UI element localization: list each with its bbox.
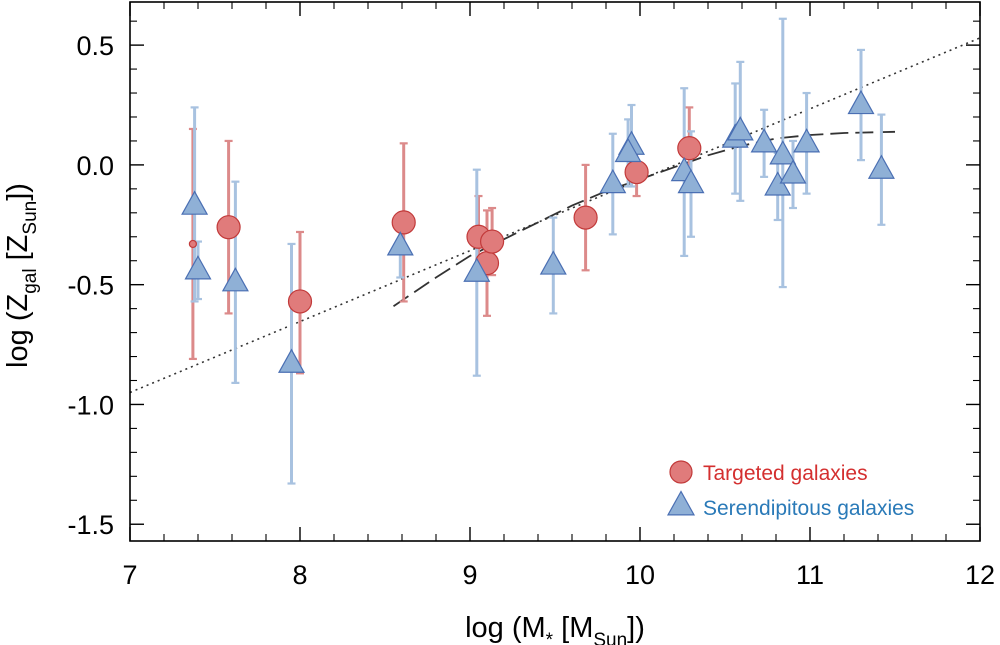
serendipitous-galaxy-point — [726, 116, 754, 141]
legend-serendipitous-label: Serendipitous galaxies — [703, 497, 914, 520]
legend-serendipitous-marker — [666, 490, 696, 516]
targeted-galaxy-point — [677, 136, 702, 161]
tick-labels-layer: 7 8 9 10 11 12 0.5 0.0 -0.5 -1.0 -1.5 — [67, 31, 995, 590]
y-tick-label: -1.0 — [67, 390, 114, 420]
serendipitous-galaxy-point — [386, 231, 414, 256]
serendipitous-galaxy-point — [539, 250, 567, 275]
targeted-galaxy-point — [480, 229, 505, 254]
y-axis-label-sub1: gal — [20, 268, 41, 293]
serendipitous-galaxy-point — [277, 348, 306, 373]
serendipitous-galaxy-point — [779, 159, 807, 184]
targeted-galaxy-point — [287, 289, 313, 314]
serendipitous-galaxy-point — [184, 255, 212, 280]
x-tick-label: 9 — [462, 560, 477, 590]
x-axis-label-sub1: * — [546, 630, 554, 645]
serendipitous-galaxy-point — [614, 137, 642, 163]
serendipitous-galaxy-point — [769, 140, 797, 165]
y-tick-label: -0.5 — [67, 271, 114, 301]
y-tick-label: -1.5 — [67, 510, 114, 540]
x-axis-label-mid: [M — [553, 612, 593, 644]
serendipitous-galaxy-point — [750, 128, 778, 153]
x-axis-label-sub2: Sun — [593, 630, 627, 645]
y-axis-label-post: ]) — [2, 183, 34, 201]
serendipitous-galaxy-point — [867, 154, 895, 179]
serendipitous-galaxy-point — [677, 168, 705, 194]
x-tick-label: 12 — [965, 560, 995, 590]
y-tick-label: 0.5 — [76, 31, 114, 61]
targeted-galaxy-point — [188, 239, 197, 249]
x-axis-label-pre: log (M — [465, 612, 546, 644]
legend-targeted-label: Targeted galaxies — [703, 462, 868, 485]
serendipitous-galaxy-point — [764, 171, 792, 196]
x-axis-label-post: ]) — [627, 612, 645, 644]
x-tick-label: 11 — [796, 560, 824, 590]
serendipitous-galaxy-point — [463, 257, 491, 282]
legend-targeted-marker — [669, 460, 693, 484]
serendipitous-galaxy-point — [599, 168, 627, 194]
x-tick-label: 8 — [292, 560, 307, 590]
serendipitous-galaxy-point — [221, 267, 249, 292]
x-axis-label: log (M* [MSun]) — [465, 612, 645, 645]
targeted-galaxy-point — [573, 205, 598, 230]
x-tick-label: 7 — [122, 560, 137, 590]
serendipitous-galaxy-point — [793, 128, 821, 153]
y-axis-label-sub2: Sun — [20, 201, 41, 235]
axes-layer — [129, 1, 981, 542]
x-tick-label: 10 — [625, 560, 655, 590]
plot-frame — [129, 1, 981, 542]
serendipitous-galaxy-point — [181, 190, 209, 215]
targeted-galaxy-point — [624, 159, 649, 185]
y-tick-label: 0.0 — [76, 151, 114, 181]
y-axis-label: log (Zgal [ZSun]) — [2, 183, 41, 368]
serendipitous-galaxy-point — [847, 89, 875, 115]
targeted-galaxy-point — [391, 210, 416, 235]
y-axis-label-mid: [Z — [2, 235, 34, 269]
data-points-layer — [181, 89, 895, 373]
targeted-galaxy-point — [216, 215, 241, 240]
legend: Targeted galaxies Serendipitous galaxies — [666, 460, 914, 520]
y-axis-label-pre: log (Z — [2, 294, 34, 368]
